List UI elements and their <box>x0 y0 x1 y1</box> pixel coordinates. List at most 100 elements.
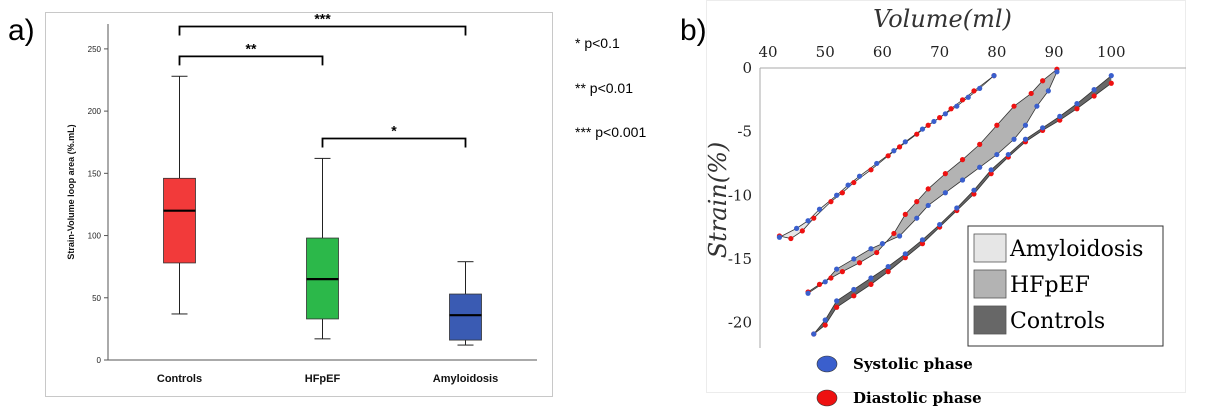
y-tick-label: 0 <box>742 59 752 77</box>
systolic-point <box>1022 136 1029 142</box>
diastolic-point <box>1108 80 1114 86</box>
y-axis-label: Strain(%) <box>706 142 732 259</box>
significance-bracket <box>178 55 324 66</box>
systolic-point <box>977 164 983 170</box>
legend-label: Amyloidosis <box>1009 237 1143 262</box>
diastolic-point <box>1057 117 1063 123</box>
legend-label: HFpEF <box>1010 273 1090 298</box>
y-tick-label: 50 <box>92 294 101 303</box>
systolic-point <box>1045 88 1051 94</box>
systolic-point <box>834 192 840 198</box>
diastolic-point <box>839 190 845 196</box>
x-axis-label: Volume(ml) <box>873 5 1012 33</box>
systolic-point <box>902 251 908 257</box>
x-category-label: HFpEF <box>305 373 341 385</box>
diastolic-point <box>885 153 891 159</box>
diastolic-point <box>937 115 943 121</box>
x-tick-label: 90 <box>1045 43 1064 61</box>
diastolic-point <box>902 211 908 217</box>
x-tick-label: 40 <box>758 43 777 61</box>
x-category-label: Amyloidosis <box>433 373 498 385</box>
diastolic-point <box>891 230 897 237</box>
phase-legend-marker <box>816 389 838 407</box>
legend-swatch <box>973 305 1007 335</box>
systolic-point <box>919 126 926 132</box>
diastolic-point <box>868 281 874 287</box>
diastolic-point <box>994 122 1000 128</box>
systolic-point <box>1040 125 1046 131</box>
diastolic-point <box>1091 93 1097 99</box>
x-tick-label: 50 <box>816 43 835 61</box>
diastolic-point <box>925 122 931 128</box>
x-category-label: Controls <box>157 373 202 385</box>
diastolic-point <box>914 131 920 137</box>
systolic-point <box>874 160 880 167</box>
box <box>163 177 196 264</box>
systolic-point <box>845 182 851 188</box>
significance-note: * p<0.1 <box>575 35 620 51</box>
diastolic-point <box>988 171 994 177</box>
systolic-point <box>942 111 948 117</box>
systolic-point <box>816 206 823 212</box>
systolic-point <box>805 218 811 224</box>
boxplot-chart: 0 50 100 150 200 250 Strain-Volume loop area (… <box>45 12 553 397</box>
systolic-point <box>776 234 783 240</box>
significance-note: ** p<0.01 <box>575 80 633 96</box>
diastolic-point <box>971 191 977 197</box>
systolic-point <box>1054 69 1060 75</box>
x-tick-label: 70 <box>930 43 949 61</box>
y-tick-label: -15 <box>728 250 752 268</box>
systolic-point <box>954 205 960 211</box>
systolic-point <box>1034 103 1040 109</box>
systolic-point <box>851 286 857 293</box>
systolic-point <box>1057 113 1063 119</box>
y-tick-label: 250 <box>88 45 102 54</box>
systolic-point <box>891 148 897 154</box>
diastolic-point <box>788 235 794 242</box>
diastolic-point <box>1011 103 1017 109</box>
systolic-point <box>805 290 811 296</box>
systolic-point <box>991 73 997 79</box>
systolic-point <box>879 241 886 247</box>
significance-stars: * <box>391 122 397 138</box>
diastolic-point <box>856 260 863 266</box>
systolic-point <box>931 118 937 125</box>
systolic-point <box>902 139 908 145</box>
panel-a-label: a) <box>8 14 35 47</box>
diastolic-point <box>822 322 828 328</box>
diastolic-point <box>977 141 983 147</box>
systolic-point <box>977 85 983 91</box>
y-tick-label: -10 <box>728 186 752 204</box>
diastolic-point <box>839 269 845 275</box>
systolic-point <box>919 237 926 243</box>
systolic-point <box>1074 101 1080 107</box>
y-tick-label: 150 <box>88 169 102 178</box>
systolic-point <box>822 279 828 285</box>
systolic-point <box>868 275 874 281</box>
legend-swatch <box>973 233 1007 263</box>
diastolic-point <box>1028 90 1034 97</box>
systolic-point <box>896 233 903 239</box>
diastolic-point <box>959 97 966 103</box>
systolic-point <box>971 187 977 193</box>
significance-note: *** p<0.001 <box>575 124 647 140</box>
diastolic-point <box>874 249 880 256</box>
diastolic-point <box>1040 78 1046 84</box>
phase-legend-label: Systolic phase <box>853 355 973 373</box>
diastolic-point <box>919 241 926 247</box>
y-tick-label: 0 <box>97 356 102 365</box>
diastolic-point <box>902 255 908 261</box>
diastolic-point <box>885 269 891 275</box>
systolic-point <box>965 94 971 100</box>
systolic-point <box>925 202 931 209</box>
diastolic-point <box>948 106 954 112</box>
panel-b-label: b) <box>680 14 707 47</box>
systolic-point <box>794 225 800 231</box>
y-tick-label: 200 <box>88 107 102 116</box>
diastolic-point <box>834 304 840 310</box>
diastolic-point <box>851 179 857 186</box>
diastolic-point <box>971 88 977 94</box>
systolic-point <box>994 151 1000 158</box>
phase-legend-marker <box>816 355 838 373</box>
systolic-line <box>807 71 1058 294</box>
